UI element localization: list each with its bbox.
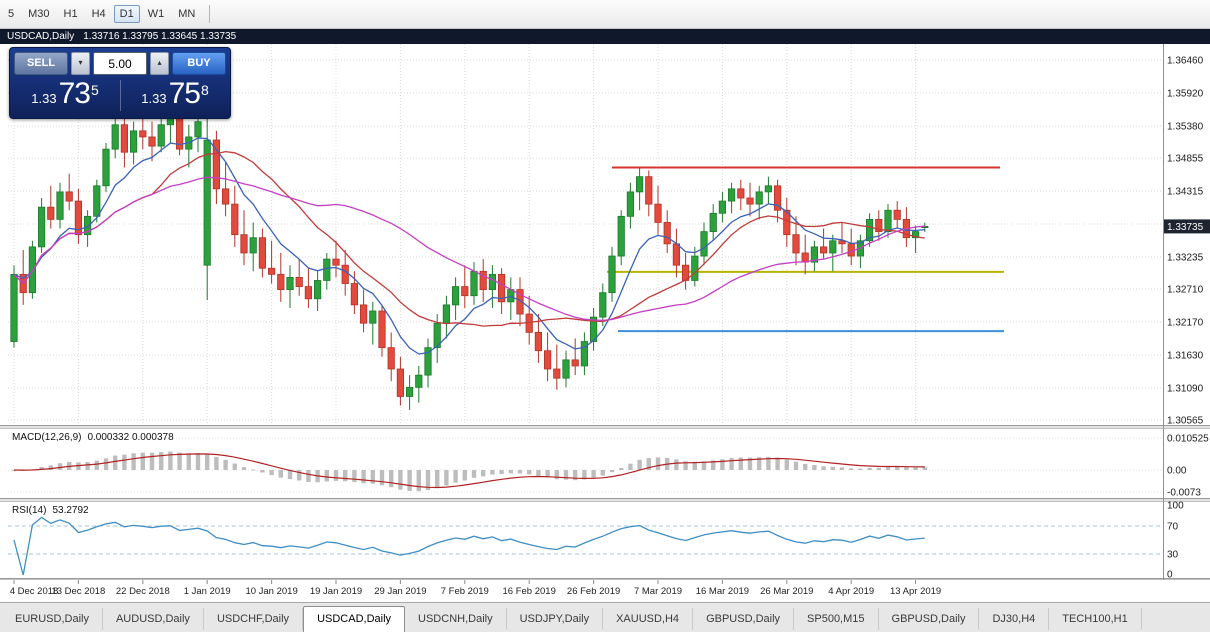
trade-panel-controls: SELL ▾ ▴ BUY <box>10 48 230 77</box>
ma-line-slow <box>13 176 925 322</box>
chart-title: USDCAD,Daily <box>7 30 75 42</box>
rsi-axis-label: 30 <box>1167 550 1179 561</box>
price-axis-label: 1.33235 <box>1167 252 1204 263</box>
timeframe-button-mn[interactable]: MN <box>178 8 196 20</box>
timeframe-button-h4[interactable]: H4 <box>91 8 106 20</box>
volume-input[interactable] <box>93 52 147 75</box>
sell-price-pipette: 5 <box>90 82 99 99</box>
chart-tab-gbpusd-daily[interactable]: GBPUSD,Daily <box>879 608 980 630</box>
macd-indicator-label: MACD(12,26,9) 0.000332 0.000378 <box>12 432 180 443</box>
chart-tab-usdchf-daily[interactable]: USDCHF,Daily <box>204 608 304 630</box>
timeframe-button-d1[interactable]: D1 <box>113 5 140 23</box>
time-axis-label: 13 Dec 2018 <box>51 586 105 597</box>
rsi-axis-label: 100 <box>1167 501 1184 512</box>
chart-tab-usdjpy-daily[interactable]: USDJPY,Daily <box>507 608 604 630</box>
rsi-axis-label: 0 <box>1167 570 1173 581</box>
sell-price-base: 1.33 <box>31 90 57 106</box>
ma-line-mid <box>13 150 925 327</box>
time-axis-label: 13 Apr 2019 <box>890 586 941 597</box>
trade-panel-prices: 1.33 73 5 1.33 75 8 <box>10 77 230 117</box>
chart-tab-sp500-m15[interactable]: SP500,M15 <box>794 608 879 630</box>
macd-axis-label: -0.0073 <box>1167 488 1201 499</box>
time-axis-label: 26 Mar 2019 <box>760 586 813 597</box>
chart-tab-usdcnh-daily[interactable]: USDCNH,Daily <box>405 608 507 630</box>
rsi-line <box>13 516 925 576</box>
time-axis-label: 7 Mar 2019 <box>634 586 682 597</box>
macd-histogram <box>11 451 927 492</box>
time-axis-label: 7 Feb 2019 <box>441 586 489 597</box>
panel-separator[interactable] <box>0 498 1210 502</box>
macd-axis-label: 0.010525 <box>1167 434 1209 445</box>
volume-up-icon[interactable]: ▴ <box>150 52 169 75</box>
timeframe-button-w1[interactable]: W1 <box>147 8 165 20</box>
price-axis-label: 1.32710 <box>1167 285 1204 296</box>
rsi-axis-label: 70 <box>1167 522 1179 533</box>
rsi-name: RSI(14) <box>12 505 47 516</box>
chart-tab-eurusd-daily[interactable]: EURUSD,Daily <box>2 608 103 630</box>
chart-tab-audusd-daily[interactable]: AUDUSD,Daily <box>103 608 204 630</box>
volume-down-icon[interactable]: ▾ <box>71 52 90 75</box>
macd-signal-line <box>13 453 925 489</box>
price-axis-label: 1.34855 <box>1167 154 1204 165</box>
ma-line-fast <box>13 137 925 355</box>
sell-price-pips: 73 <box>58 77 91 111</box>
price-axis-label: 1.34315 <box>1167 186 1204 197</box>
chart-tab-tech100-h1[interactable]: TECH100,H1 <box>1049 608 1142 630</box>
buy-price-pipette: 8 <box>200 82 209 99</box>
price-axis-label: 1.30565 <box>1167 416 1204 427</box>
timeframe-toolbar: 5 M30 H1 H4 D1 W1 MN <box>0 0 1210 29</box>
rsi-indicator-label: RSI(14) 53.2792 <box>12 505 95 516</box>
chart-caption-bar: USDCAD,Daily 1.33716 1.33795 1.33645 1.3… <box>0 28 1210 44</box>
price-axis-label: 1.35920 <box>1167 88 1204 99</box>
sell-button[interactable]: SELL <box>14 52 68 75</box>
chart-ohlc-readout: 1.33716 1.33795 1.33645 1.33735 <box>83 30 237 42</box>
time-axis-label: 16 Mar 2019 <box>696 586 749 597</box>
time-axis-label: 22 Dec 2018 <box>116 586 170 597</box>
chart-tab-xauusd-h4[interactable]: XAUUSD,H4 <box>603 608 694 630</box>
price-axis-label: 1.32170 <box>1167 317 1204 328</box>
time-axis-label: 1 Jan 2019 <box>184 586 231 597</box>
price-axis-label: 1.35380 <box>1167 121 1204 132</box>
buy-price-area[interactable]: 1.33 75 8 <box>120 77 230 112</box>
toolbar-separator <box>209 5 211 23</box>
panel-separator[interactable] <box>0 425 1210 429</box>
price-axis-label: 1.31630 <box>1167 350 1204 361</box>
chart-tab-dj30-h4[interactable]: DJ30,H4 <box>979 608 1050 630</box>
timeframe-button-h1[interactable]: H1 <box>63 8 78 20</box>
time-axis-label: 4 Apr 2019 <box>828 586 874 597</box>
macd-name: MACD(12,26,9) <box>12 432 82 443</box>
time-axis-label: 10 Jan 2019 <box>245 586 297 597</box>
price-axis-label: 1.36460 <box>1167 56 1204 67</box>
macd-axis-label: 0.00 <box>1167 466 1187 477</box>
chart-tab-bar: EURUSD,Daily AUDUSD,Daily USDCHF,Daily USDC… <box>0 602 1210 632</box>
time-axis-label: 29 Jan 2019 <box>374 586 426 597</box>
time-axis-label: 26 Feb 2019 <box>567 586 620 597</box>
time-axis-label: 16 Feb 2019 <box>503 586 556 597</box>
rsi-value: 53.2792 <box>52 505 89 516</box>
one-click-trading-panel: SELL ▾ ▴ BUY 1.33 73 5 1.33 75 8 <box>9 47 231 119</box>
current-price-badge: 1.33735 <box>1164 219 1210 234</box>
price-divider <box>120 80 121 111</box>
buy-button[interactable]: BUY <box>172 52 226 75</box>
buy-price-base: 1.33 <box>141 90 167 106</box>
chart-tab-usdcad-daily[interactable]: USDCAD,Daily <box>303 606 406 632</box>
time-axis-label: 19 Jan 2019 <box>310 586 362 597</box>
macd-values: 0.000332 0.000378 <box>87 432 174 443</box>
timeframe-button-m30[interactable]: M30 <box>28 8 50 20</box>
price-axis-label: 1.31090 <box>1167 383 1204 394</box>
timeframe-button-5[interactable]: 5 <box>8 8 15 20</box>
time-axis-label: 4 Dec 2018 <box>10 586 59 597</box>
current-price-value: 1.33735 <box>1167 222 1204 233</box>
buy-price-pips: 75 <box>168 77 201 111</box>
sell-price-area[interactable]: 1.33 73 5 <box>10 77 120 112</box>
chart-tab-gbpusd-daily[interactable]: GBPUSD,Daily <box>693 608 795 630</box>
